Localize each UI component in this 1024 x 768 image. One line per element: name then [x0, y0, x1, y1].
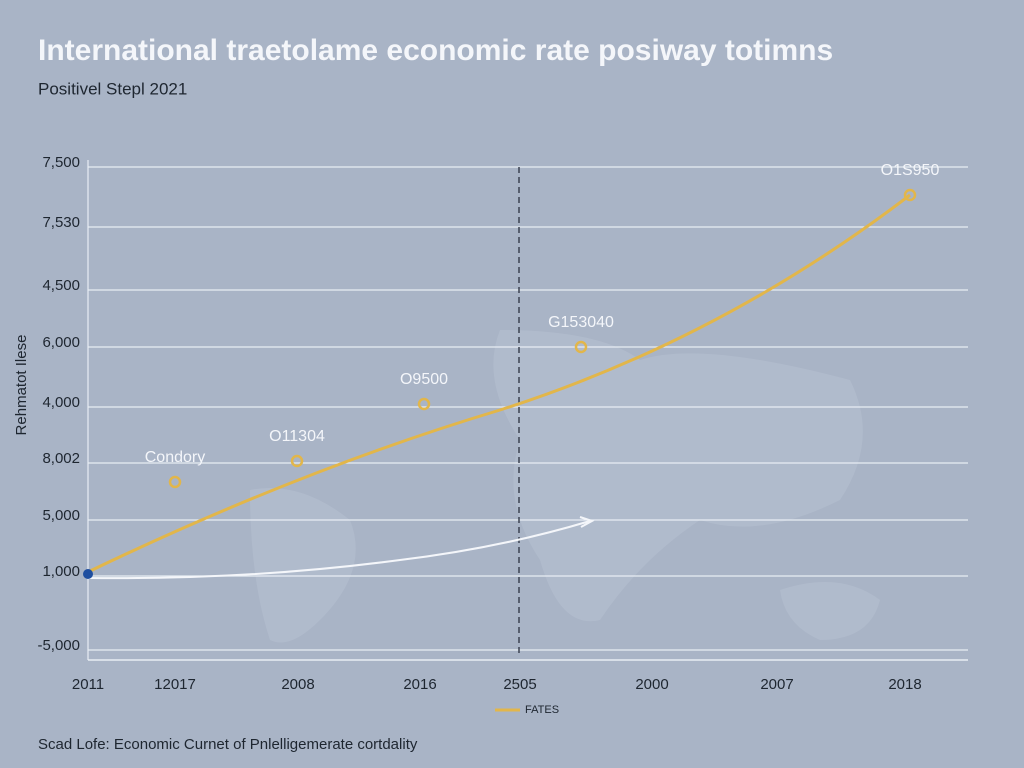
- x-tick-label: 2011: [72, 676, 104, 693]
- arrow-head: [579, 516, 595, 528]
- x-tick-label: 2008: [281, 676, 314, 693]
- y-tick-label: 4,500: [42, 277, 80, 294]
- x-tick-label: 2000: [635, 676, 668, 693]
- x-tick-label: 2018: [888, 676, 921, 693]
- annotation: O1S950: [881, 162, 940, 179]
- point: [290, 454, 304, 468]
- grid: [88, 166, 968, 651]
- white-curve: [87, 520, 591, 580]
- y-tick-label: 6,000: [42, 334, 80, 351]
- y-tick-label: 7,530: [42, 214, 80, 231]
- annotation: O11304: [269, 428, 325, 445]
- annotation: Condory: [145, 449, 205, 466]
- x-tick-label: 2505: [503, 676, 536, 693]
- start-point: [83, 569, 93, 579]
- y-tick-label: -5,000: [37, 637, 80, 654]
- yellow-curve: [87, 193, 911, 574]
- footer: Scad Lofe: Economic Curnet of Pnlelligem…: [38, 736, 418, 753]
- point: [168, 475, 182, 489]
- y-tick-label: 4,000: [42, 394, 80, 411]
- annotation: O9500: [400, 371, 448, 388]
- y-tick-label: 1,000: [42, 563, 80, 580]
- y-tick-label: 5,000: [42, 507, 80, 524]
- y-axis-title: Rehmatot Ilese: [13, 335, 30, 436]
- x-tick-label: 12017: [154, 676, 196, 693]
- world-map: [250, 330, 880, 643]
- x-tick-label: 2016: [403, 676, 436, 693]
- point: [417, 397, 431, 411]
- points: [168, 188, 917, 489]
- chart-title: International traetolame economic rate p…: [38, 34, 833, 67]
- y-tick-label: 7,500: [42, 154, 80, 171]
- x-tick-label: 2007: [760, 676, 793, 693]
- point: [574, 340, 588, 354]
- y-tick-label: 8,002: [42, 450, 80, 467]
- subtitle: Positivel Stepl 2021: [38, 79, 187, 98]
- point: [903, 188, 917, 202]
- annotation: G153040: [548, 314, 614, 331]
- legend-label: FATES: [525, 704, 559, 716]
